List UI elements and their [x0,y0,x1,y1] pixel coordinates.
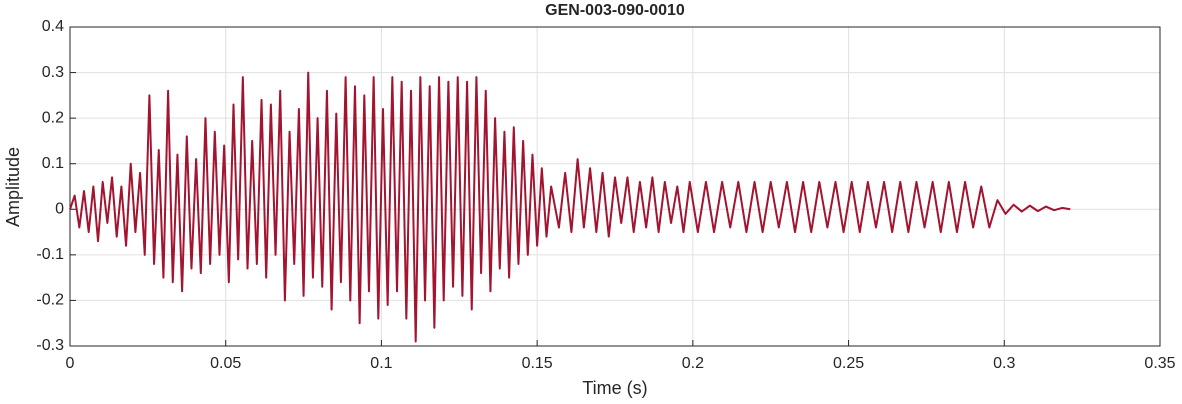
y-tick-label: 0.3 [42,64,64,81]
x-tick-label: 0.35 [1144,355,1175,372]
waveform-line [69,71,1071,343]
x-tick-label: 0.25 [833,355,864,372]
x-tick-label: 0.1 [370,355,392,372]
x-tick-label: 0.15 [522,355,553,372]
y-tick-label: -0.1 [36,246,64,263]
y-tick-label: -0.3 [36,337,64,354]
x-tick-label: 0 [66,355,75,372]
x-tick-label: 0.05 [210,355,241,372]
y-tick-label: -0.2 [36,292,64,309]
x-tick-label: 0.3 [993,355,1015,372]
y-tick-label: 0.4 [42,18,64,35]
plot-frame [69,26,1161,347]
x-axis-label: Time (s) [582,378,647,398]
y-tick-label: 0 [55,201,64,218]
y-axis-label: Amplitude [3,147,23,227]
x-tick-label: 0.2 [682,355,704,372]
y-tick-label: 0.2 [42,109,64,126]
y-tick-label: 0.1 [42,155,64,172]
chart-title: GEN-003-090-0010 [545,2,685,19]
